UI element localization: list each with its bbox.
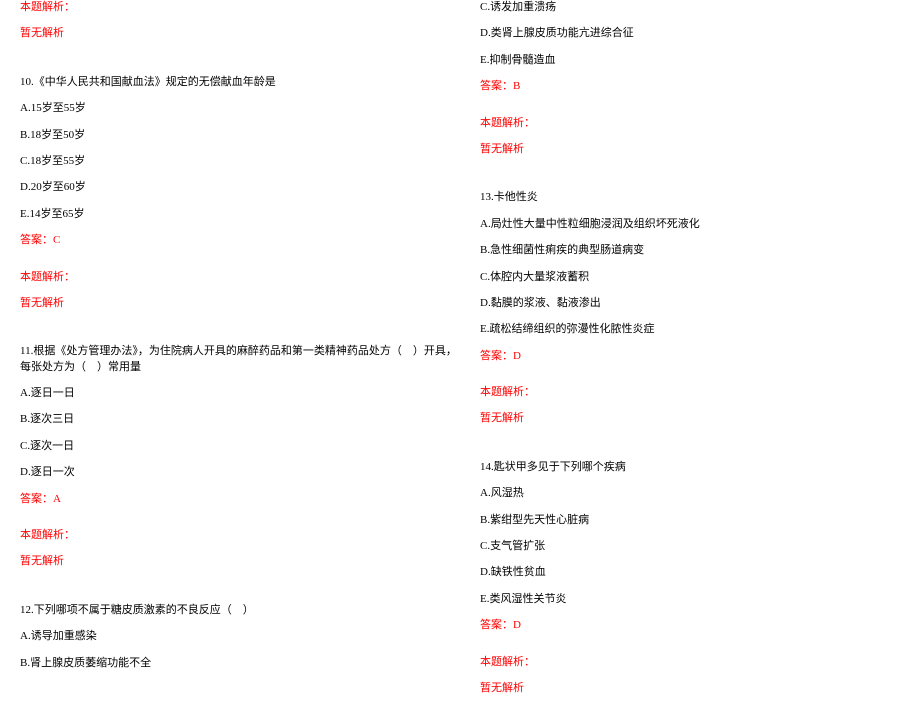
analysis-text-12: 暂无解析: [480, 142, 920, 157]
analysis-header-11: 本题解析：: [20, 528, 460, 543]
analysis-header-12: 本题解析：: [480, 116, 920, 131]
option-10-c: C.18岁至55岁: [20, 154, 460, 169]
question-14: 14.匙状甲多见于下列哪个疾病: [480, 460, 920, 475]
option-10-b: B.18岁至50岁: [20, 128, 460, 143]
answer-13: 答案：D: [480, 349, 920, 364]
option-10-d: D.20岁至60岁: [20, 180, 460, 195]
option-14-a: A.风湿热: [480, 486, 920, 501]
analysis-text: 暂无解析: [20, 26, 460, 41]
question-10: 10.《中华人民共和国献血法》规定的无偿献血年龄是: [20, 75, 460, 90]
option-13-e: E.疏松结缔组织的弥漫性化脓性炎症: [480, 322, 920, 337]
option-11-d: D.逐日一次: [20, 465, 460, 480]
option-12-c: C.诱发加重溃疡: [480, 0, 920, 15]
analysis-text-14: 暂无解析: [480, 681, 920, 696]
answer-10: 答案：C: [20, 233, 460, 248]
answer-14: 答案：D: [480, 618, 920, 633]
option-14-e: E.类风湿性关节炎: [480, 592, 920, 607]
option-12-a: A.诱导加重感染: [20, 629, 460, 644]
analysis-header-14: 本题解析：: [480, 655, 920, 670]
option-12-e: E.抑制骨髓造血: [480, 53, 920, 68]
analysis-header: 本题解析：: [20, 0, 460, 15]
analysis-header-10: 本题解析：: [20, 270, 460, 285]
analysis-text-11: 暂无解析: [20, 554, 460, 569]
option-10-a: A.15岁至55岁: [20, 101, 460, 116]
option-12-d: D.类肾上腺皮质功能亢进综合征: [480, 26, 920, 41]
option-10-e: E.14岁至65岁: [20, 207, 460, 222]
analysis-text-13: 暂无解析: [480, 411, 920, 426]
analysis-header-13: 本题解析：: [480, 385, 920, 400]
answer-12: 答案：B: [480, 79, 920, 94]
option-12-b: B.肾上腺皮质萎缩功能不全: [20, 656, 460, 671]
question-13: 13.卡他性炎: [480, 190, 920, 205]
option-13-b: B.急性细菌性痢疾的典型肠道病变: [480, 243, 920, 258]
answer-11: 答案：A: [20, 492, 460, 507]
option-13-d: D.黏膜的浆液、黏液渗出: [480, 296, 920, 311]
option-13-c: C.体腔内大量浆液蓄积: [480, 270, 920, 285]
option-11-a: A.逐日一日: [20, 386, 460, 401]
question-12: 12.下列哪项不属于糖皮质激素的不良反应（ ）: [20, 603, 460, 618]
option-13-a: A.局灶性大量中性粒细胞浸润及组织坏死液化: [480, 217, 920, 232]
option-11-c: C.逐次一日: [20, 439, 460, 454]
option-11-b: B.逐次三日: [20, 412, 460, 427]
option-14-c: C.支气管扩张: [480, 539, 920, 554]
analysis-text-10: 暂无解析: [20, 296, 460, 311]
option-14-b: B.紫绀型先天性心脏病: [480, 513, 920, 528]
question-11: 11.根据《处方管理办法》，为住院病人开具的麻醉药品和第一类精神药品处方（ ）开…: [20, 344, 460, 375]
option-14-d: D.缺铁性贫血: [480, 565, 920, 580]
